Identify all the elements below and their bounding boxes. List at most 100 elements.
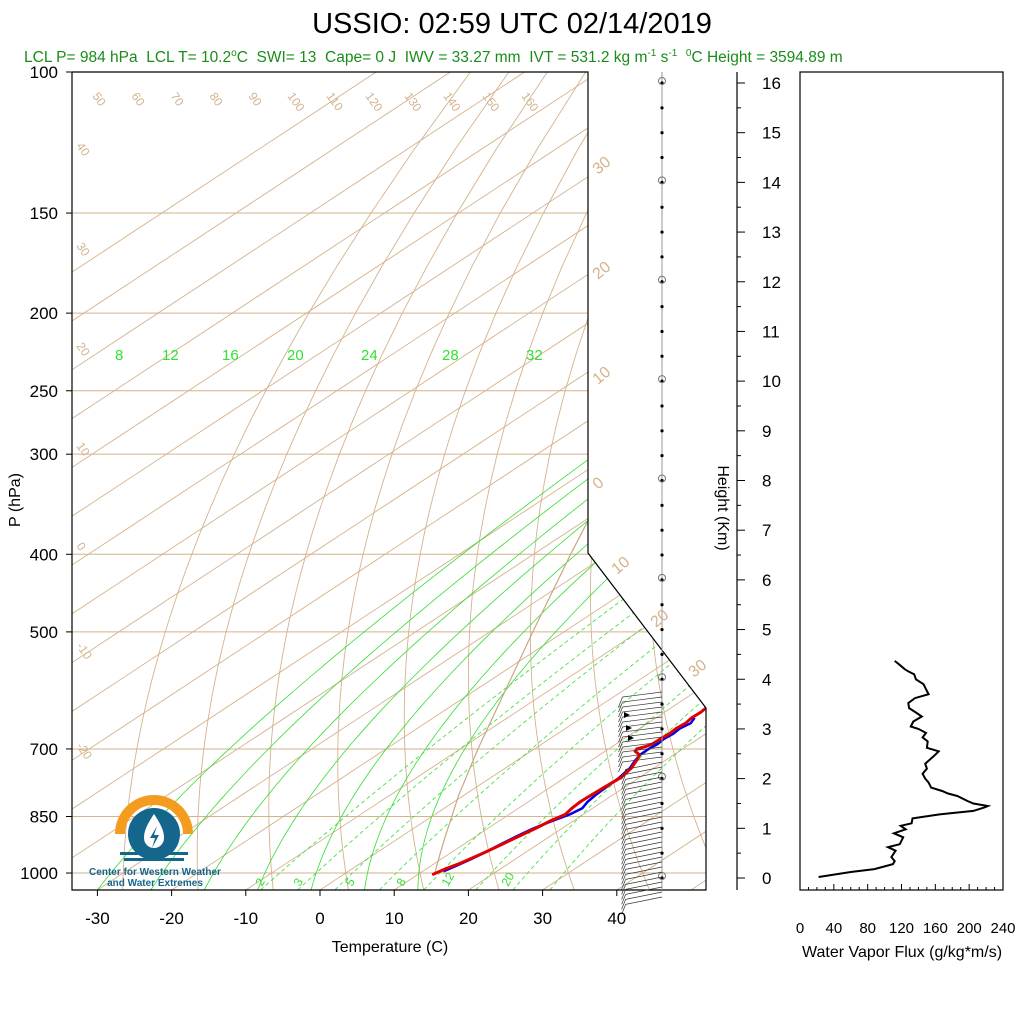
wind-barb-shaft: [625, 846, 663, 855]
pressure-tick-label: 300: [30, 445, 58, 464]
height-tick-label: 0: [762, 869, 771, 888]
wind-barb-shaft: [625, 821, 663, 830]
moist-adiabat-label: 20: [287, 347, 304, 364]
wind-level-dot: [660, 727, 664, 731]
wind-barb-shaft: [625, 816, 663, 825]
wind-barb-flag: [621, 804, 626, 815]
mixing-ratio-line: [379, 553, 706, 890]
wind-barb-flag: [621, 824, 626, 835]
wind-level-dot: [660, 280, 664, 284]
wind-barb-shaft: [622, 696, 663, 703]
dry-adiabat-line: [196, 72, 510, 890]
isotherm-line: [171, 72, 706, 890]
isotherm-line: [72, 72, 706, 890]
moist-adiabat-label: 12: [162, 347, 179, 364]
stat-cape: Cape= 0 J: [325, 49, 397, 67]
isotherm-label: 0: [590, 474, 608, 493]
wind-level-dot: [660, 329, 664, 334]
wind-level-dot: [660, 478, 664, 483]
wind-barb-shaft: [622, 691, 663, 698]
isotherm-line: [72, 72, 706, 890]
dry-adiabat-line: [122, 72, 471, 890]
height-tick-label: 6: [762, 571, 771, 590]
wind-barb-pennant: [624, 712, 634, 741]
wind-barb-shaft: [622, 711, 663, 718]
height-tick-label: 2: [762, 770, 771, 789]
height-tick-label: 3: [762, 720, 771, 739]
flux-axis-label: Water Vapor Flux (g/kg*m/s): [802, 944, 1002, 961]
flux-tick-label: 0: [796, 920, 804, 937]
pressure-tick-label: 850: [30, 807, 58, 826]
isotherm-label: 100: [285, 90, 308, 115]
wind-barb-shaft: [622, 716, 663, 723]
dry-adiabat-line: [1011, 72, 1024, 890]
wind-barb-flag: [621, 829, 626, 840]
wind-level-dot: [660, 801, 664, 806]
isotherm-line: [72, 72, 706, 890]
wind-barb-flag: [618, 696, 623, 708]
wind-barb-flag: [618, 751, 623, 763]
wind-barb-shaft: [625, 871, 663, 880]
wind-barb-flag: [621, 834, 626, 845]
wind-level-dot: [660, 677, 664, 681]
height-tick-label: 9: [762, 422, 771, 441]
wind-barb-shaft: [622, 701, 663, 708]
moist-adiabat-label: 8: [115, 347, 123, 364]
isotherm-label: 40: [74, 140, 93, 159]
mixing-ratio-label: 5: [342, 875, 358, 888]
wind-level-dot: [660, 304, 664, 309]
isotherm-line: [72, 72, 706, 890]
temperature-axis-label: Temperature (C): [332, 939, 448, 956]
cw3e-logo-icon: [115, 795, 193, 861]
isotherm-label: 120: [363, 90, 386, 115]
isotherm-line: [72, 72, 451, 890]
wind-barb-shaft: [625, 851, 663, 860]
wind-barb-shaft: [625, 776, 663, 785]
isotherm-label: 30: [686, 657, 711, 682]
wind-barb-shaft: [625, 866, 663, 875]
mixing-ratio-line: [297, 553, 706, 890]
isotherm-label: 30: [590, 154, 615, 179]
isotherm-line: [245, 72, 706, 890]
wind-barb-shaft: [625, 811, 663, 820]
temperature-tick-label: -10: [234, 909, 259, 928]
wind-level-dot: [660, 354, 664, 358]
isotherm-label: 70: [168, 90, 187, 109]
wind-barb-shaft: [622, 746, 663, 753]
dry-adiabat-line: [648, 72, 706, 890]
wind-level-dot: [660, 777, 664, 781]
temperature-line: [431, 688, 706, 877]
isotherm-label: 80: [207, 90, 226, 109]
isotherm-line: [765, 72, 1024, 890]
wind-barb-flag: [618, 756, 623, 768]
temperature-tick-label: 10: [385, 909, 404, 928]
pressure-tick-label: 1000: [20, 864, 58, 883]
flux-panel-border: [799, 71, 1004, 891]
mixing-ratio-label: 12: [438, 870, 457, 889]
stat-iwv: IWV = 33.27 mm: [404, 49, 521, 67]
wind-barb-flag: [618, 741, 623, 753]
wind-barb-shaft: [622, 741, 663, 748]
pressure-tick-label: 150: [30, 204, 58, 223]
mixing-ratio-line: [334, 553, 706, 890]
wind-barb-flag: [618, 721, 623, 733]
water-vapor-flux-line: [818, 660, 992, 878]
wind-barb-flag: [621, 849, 626, 860]
height-tick-label: 5: [762, 621, 771, 640]
wind-barb-flag: [621, 774, 626, 785]
isotherm-label: 10: [609, 554, 634, 579]
wind-barb-flag: [621, 809, 626, 820]
isotherm-label: 20: [74, 340, 93, 359]
wind-barb-flag: [621, 819, 626, 830]
wind-barb-shaft: [625, 836, 663, 845]
wind-level-dot: [660, 454, 664, 458]
pressure-tick-label: 500: [30, 623, 58, 642]
pressure-tick-label: 100: [30, 63, 58, 82]
skew-t-profiles: [431, 72, 706, 877]
wind-barb-flag: [621, 854, 626, 865]
wind-barb-shaft: [625, 856, 663, 865]
wind-level-dot: [660, 627, 664, 632]
wind-level-dot: [660, 528, 664, 532]
flux-series-group: [818, 660, 992, 878]
